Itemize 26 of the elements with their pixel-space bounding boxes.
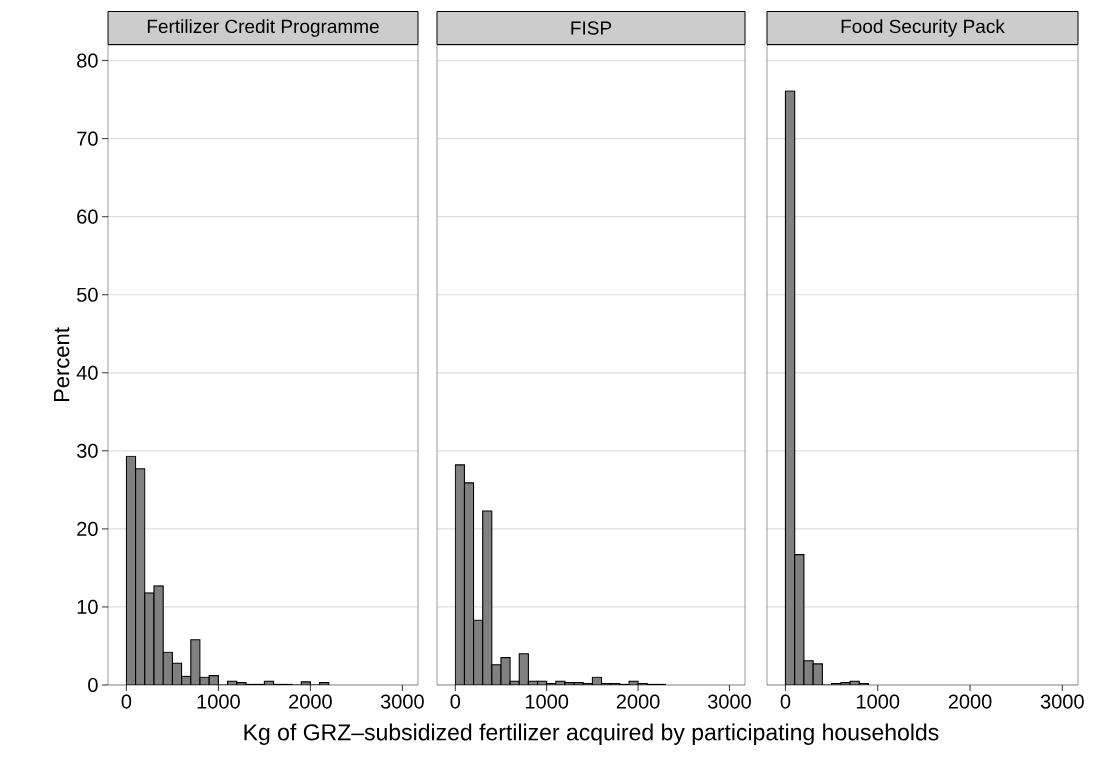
y-tick-label: 40 xyxy=(76,365,98,380)
x-tick-label: 3000 xyxy=(1040,694,1084,709)
x-tick-label: 1000 xyxy=(197,694,240,709)
y-tick-label: 0 xyxy=(88,677,98,693)
y-tick-label: 10 xyxy=(77,599,98,615)
chart-title: Fertilizer Credit Programme xyxy=(147,19,379,37)
x-tick-label: 0 xyxy=(121,694,132,709)
x-axis-title: Kg of GRZ–subsidized fertilizer acquired by participating households xyxy=(244,723,939,745)
chart-title: FISP xyxy=(571,21,612,35)
x-tick-label: 3000 xyxy=(380,694,424,709)
x-tick-label: 2000 xyxy=(948,694,992,709)
y-tick-label: 20 xyxy=(77,521,98,536)
x-tick-label: 1000 xyxy=(857,694,900,709)
x-tick-label: 1000 xyxy=(525,694,569,709)
y-tick-label: 80 xyxy=(77,53,98,68)
y-tick-label: 70 xyxy=(77,131,98,146)
x-tick-label: 0 xyxy=(780,694,791,709)
x-tick-label: 2000 xyxy=(616,694,660,709)
y-tick-label: 30 xyxy=(77,443,98,458)
y-axis-title: Percent xyxy=(54,327,70,402)
y-tick-label: 50 xyxy=(77,287,98,302)
x-tick-label: 0 xyxy=(450,694,461,709)
x-tick-label: 2000 xyxy=(289,694,332,709)
x-tick-label: 3000 xyxy=(707,694,751,709)
y-tick-label: 60 xyxy=(77,209,98,224)
chart-title: Food Security Pack xyxy=(841,19,1005,37)
